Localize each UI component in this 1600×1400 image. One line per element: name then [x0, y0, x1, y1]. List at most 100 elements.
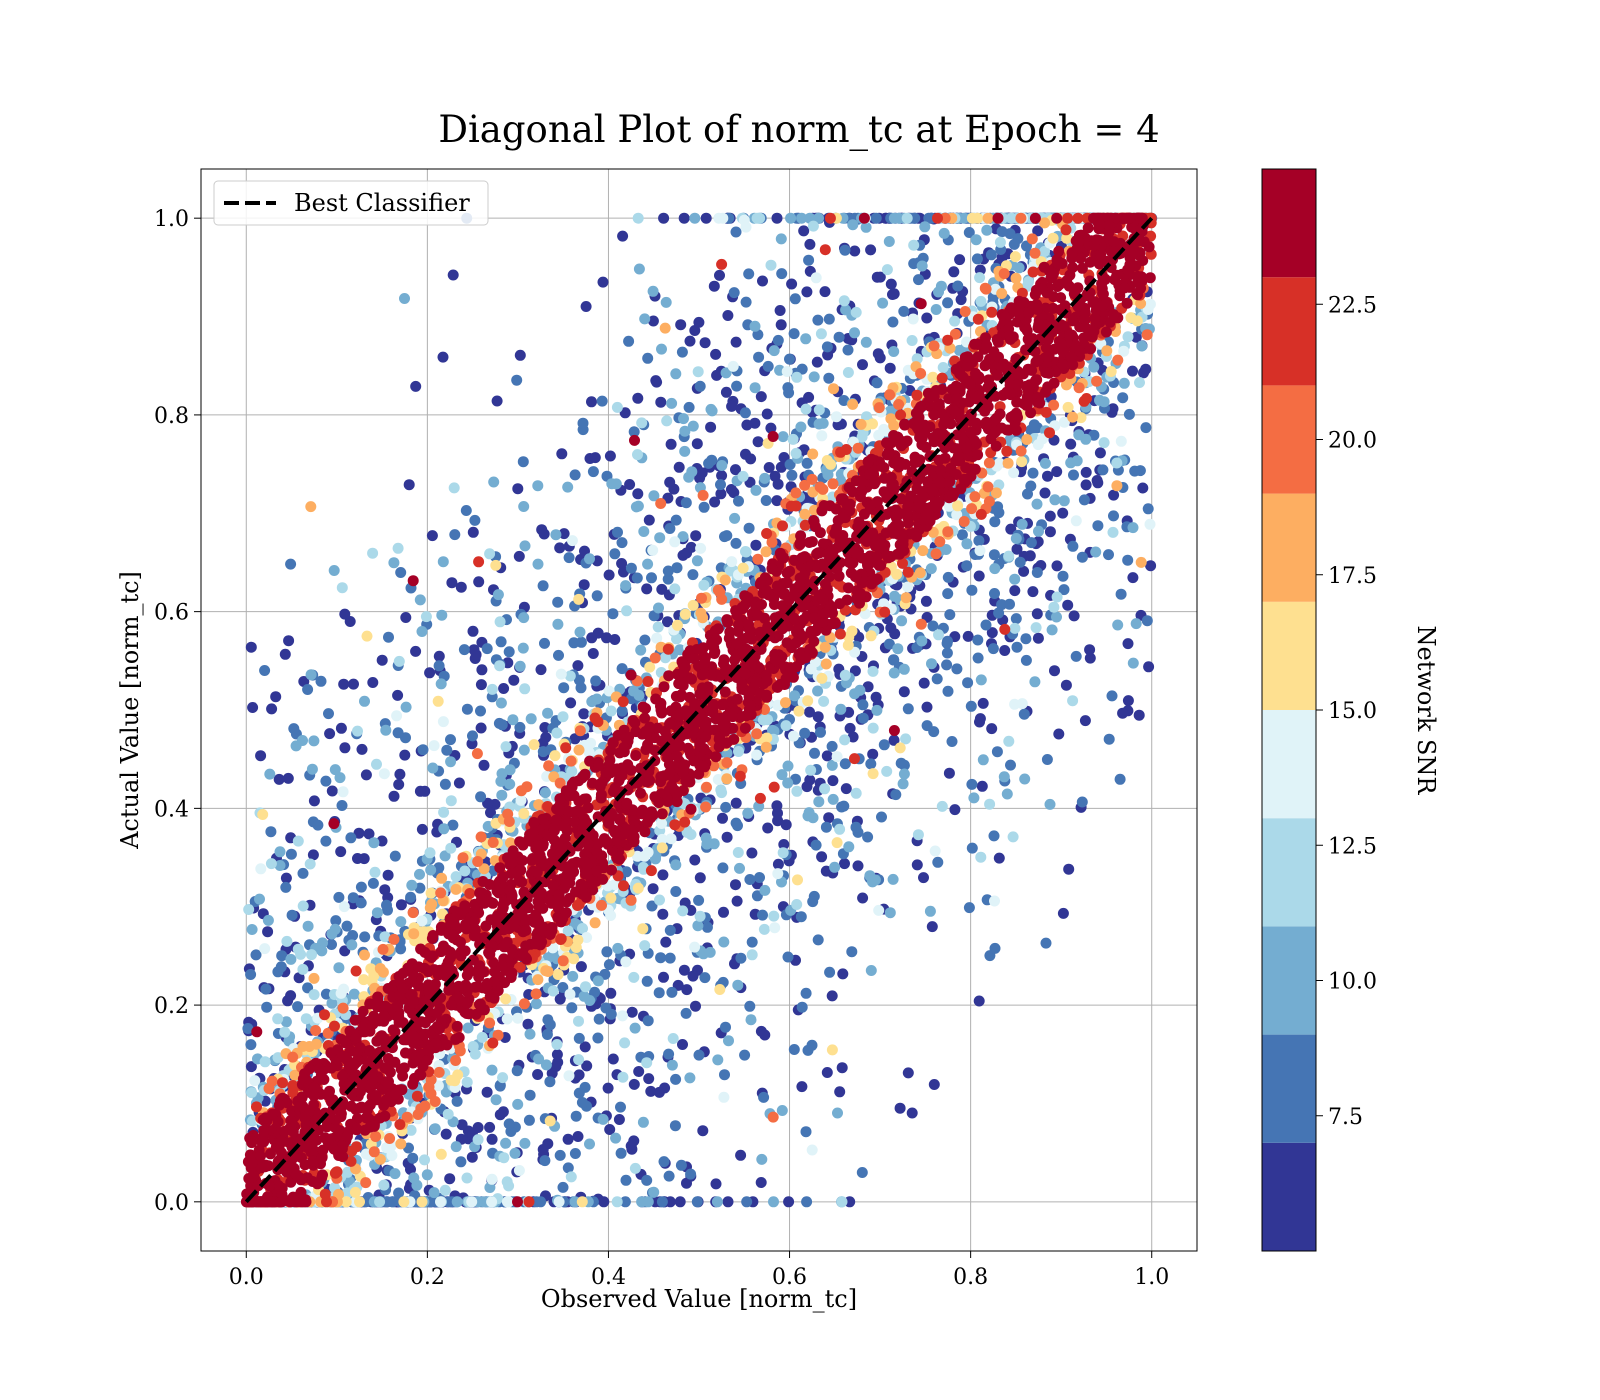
scatter-point — [497, 1106, 509, 1118]
scatter-point — [958, 516, 970, 527]
scatter-point — [708, 280, 720, 292]
scatter-point — [473, 556, 485, 568]
scatter-point — [775, 461, 787, 473]
scatter-point — [355, 897, 367, 909]
scatter-point — [849, 245, 861, 257]
scatter-point — [870, 212, 882, 224]
scatter-point — [1058, 584, 1070, 596]
scatter-point — [355, 881, 367, 893]
scatter-point — [578, 708, 590, 720]
scatter-point — [719, 574, 731, 586]
scatter-point — [302, 684, 314, 695]
scatter-point — [1008, 467, 1020, 479]
scatter-point — [435, 678, 447, 690]
scatter-points — [240, 212, 1158, 1208]
scatter-point — [804, 706, 815, 718]
scatter-point — [666, 986, 678, 998]
scatter-point — [407, 907, 419, 919]
scatter-point — [704, 946, 716, 958]
scatter-point — [820, 865, 832, 877]
scatter-point — [1097, 464, 1109, 476]
scatter-point — [721, 773, 733, 785]
scatter-point — [445, 756, 457, 768]
scatter-point — [888, 667, 900, 679]
scatter-point — [942, 571, 954, 583]
scatter-point — [1053, 728, 1065, 740]
scatter-point — [1122, 331, 1134, 343]
scatter-point — [887, 316, 899, 328]
scatter-point — [425, 864, 437, 876]
scatter-point — [867, 665, 879, 677]
scatter-point — [1125, 312, 1137, 324]
scatter-point — [1020, 633, 1032, 645]
scatter-point — [320, 835, 332, 847]
scatter-point — [1032, 632, 1044, 644]
scatter-point — [838, 395, 850, 406]
scatter-point — [349, 1186, 361, 1198]
scatter-point — [539, 787, 551, 799]
scatter-point — [326, 928, 338, 940]
scatter-point — [1062, 599, 1074, 611]
scatter-point — [497, 1072, 509, 1084]
scatter-point — [1032, 439, 1044, 451]
scatter-point — [1076, 796, 1088, 808]
scatter-point — [407, 1152, 419, 1164]
scatter-point — [746, 949, 758, 961]
scatter-point — [408, 1172, 420, 1184]
scatter-point — [670, 514, 682, 526]
scatter-point — [847, 731, 859, 743]
scatter-point — [637, 1116, 649, 1128]
scatter-point — [839, 244, 851, 256]
scatter-point — [801, 457, 813, 469]
scatter-point — [1106, 690, 1118, 702]
scatter-point — [665, 438, 677, 450]
scatter-point — [1123, 408, 1135, 420]
scatter-point — [290, 740, 302, 752]
scatter-point — [777, 431, 789, 443]
scatter-point — [1051, 591, 1063, 603]
scatter-point — [771, 212, 783, 224]
scatter-point — [729, 512, 741, 524]
chart-title: Diagonal Plot of norm_tc at Epoch = 4 — [438, 108, 1159, 152]
scatter-point — [898, 663, 910, 675]
scatter-point — [698, 501, 710, 513]
scatter-point — [1044, 510, 1056, 522]
scatter-point — [609, 634, 621, 645]
scatter-point — [807, 448, 819, 460]
scatter-point — [938, 227, 950, 239]
scatter-point — [993, 507, 1005, 519]
scatter-point — [590, 675, 602, 687]
scatter-point — [805, 764, 817, 776]
scatter-point — [883, 236, 895, 247]
scatter-point — [524, 1089, 536, 1101]
scatter-point — [605, 892, 617, 904]
scatter-point — [437, 351, 449, 363]
scatter-point — [981, 224, 993, 236]
scatter-point — [262, 914, 274, 926]
scatter-point — [816, 851, 828, 863]
scatter-point — [1122, 695, 1134, 707]
scatter-point — [486, 1196, 498, 1208]
scatter-point — [836, 1062, 848, 1074]
scatter-point — [956, 529, 968, 541]
scatter-point — [416, 1196, 428, 1208]
scatter-point — [760, 741, 772, 753]
scatter-point — [759, 884, 771, 896]
scatter-point — [867, 418, 878, 430]
scatter-point — [405, 1164, 416, 1175]
scatter-point — [277, 1077, 288, 1089]
scatter-point — [1068, 610, 1080, 622]
scatter-point — [533, 1053, 545, 1065]
scatter-point — [255, 750, 267, 762]
scatter-point — [605, 987, 617, 999]
scatter-point — [456, 1119, 468, 1131]
scatter-point — [557, 955, 569, 967]
scatter-point — [876, 811, 887, 823]
scatter-point — [849, 753, 860, 765]
scatter-point — [669, 1120, 681, 1132]
scatter-point — [626, 1143, 638, 1155]
scatter-point — [1115, 435, 1127, 447]
scatter-point — [974, 713, 986, 725]
scatter-point — [753, 351, 765, 363]
scatter-point — [669, 536, 681, 548]
